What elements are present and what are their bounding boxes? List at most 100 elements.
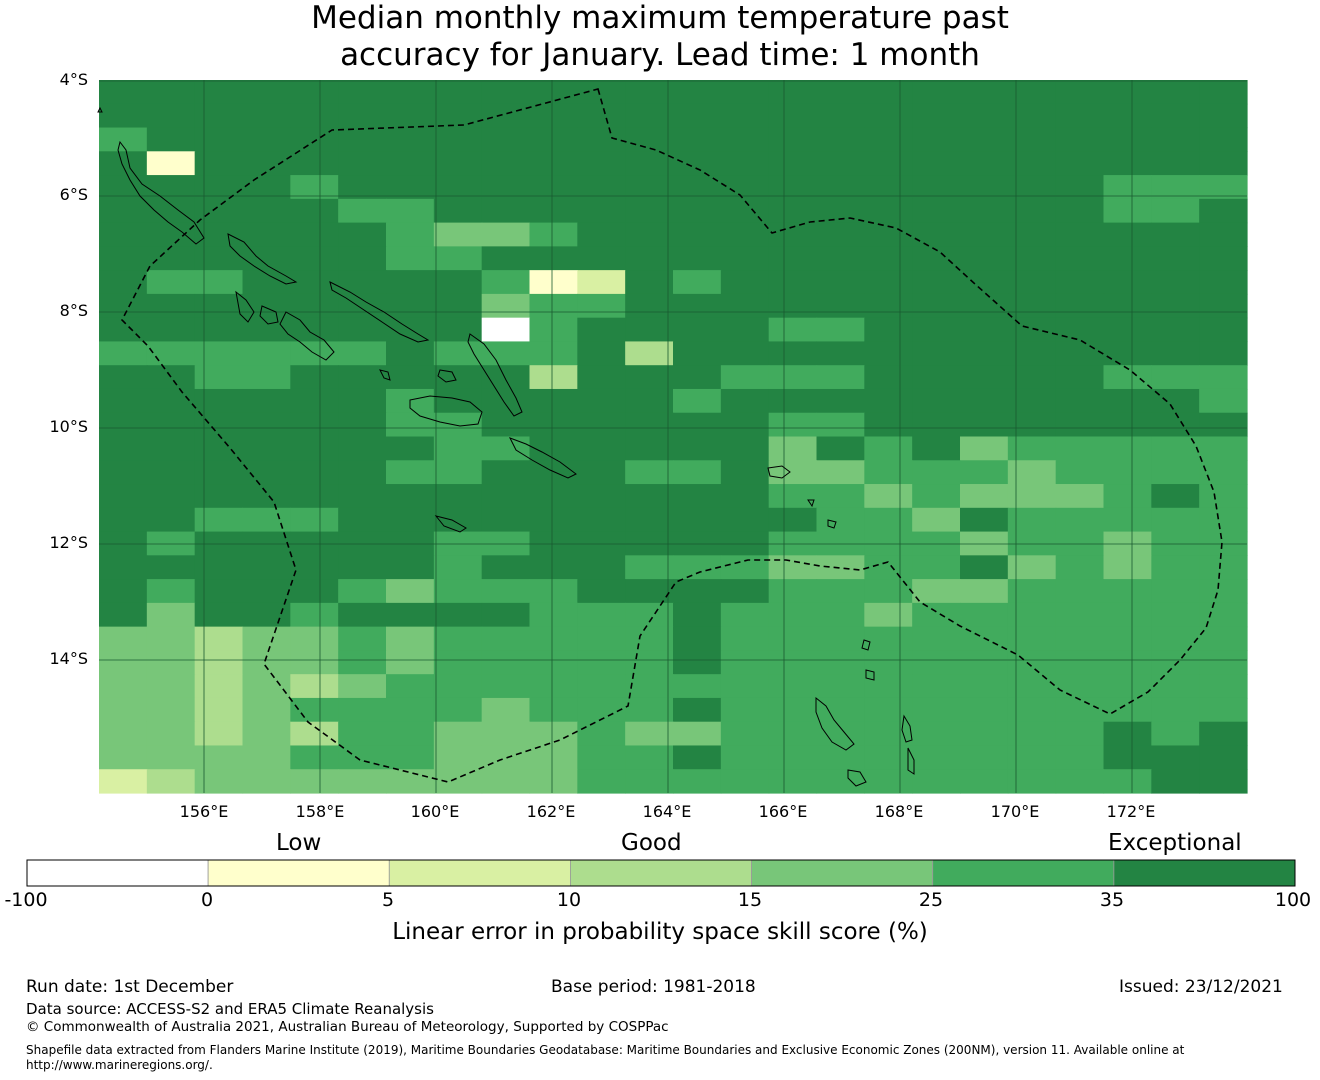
grid-cell — [386, 507, 435, 533]
grid-cell — [386, 436, 435, 461]
grid-cell — [481, 198, 531, 224]
grid-cell — [338, 365, 387, 390]
grid-cell — [194, 80, 244, 105]
grid-cell — [912, 721, 961, 747]
grid-cell — [1007, 579, 1057, 604]
grid-cell — [864, 745, 913, 770]
grid-cell — [433, 175, 483, 200]
grid-cell — [481, 317, 531, 343]
grid-cell — [386, 80, 435, 105]
grid-cell — [338, 198, 387, 224]
grid-cell — [673, 697, 722, 723]
colorbar-tick: 25 — [918, 889, 944, 911]
grid-cell — [577, 579, 626, 604]
grid-cell — [816, 555, 865, 580]
grid-cell — [577, 745, 626, 770]
lon-label-162e: 162°E — [526, 802, 576, 821]
grid-cell — [529, 460, 578, 485]
grid-cell — [290, 198, 339, 224]
grid-cell — [768, 650, 818, 675]
grid-cell — [577, 341, 626, 366]
grid-cell — [194, 103, 244, 129]
grid-cell — [816, 151, 865, 176]
grid-cell — [1151, 317, 1200, 343]
grid-cell — [1103, 222, 1152, 247]
grid-cell — [1007, 626, 1057, 651]
grid-cell — [433, 745, 483, 770]
grid-cell — [99, 412, 148, 438]
grid-cell — [625, 579, 674, 604]
grid-cell — [816, 460, 865, 485]
grid-cell — [146, 246, 196, 271]
grid-cell — [720, 484, 770, 509]
island-bougainville — [117, 140, 205, 245]
grid-cell — [99, 388, 148, 414]
colorbar-title: Linear error in probability space skill … — [392, 919, 928, 945]
grid-cell — [625, 270, 674, 295]
grid-cell — [625, 745, 674, 770]
grid-cell — [1055, 103, 1105, 129]
grid-cell — [912, 388, 961, 414]
grid-cell — [1151, 507, 1200, 533]
grid-cell — [1151, 246, 1200, 271]
grid-cell — [1103, 198, 1152, 224]
grid-cell — [529, 579, 578, 604]
grid-cell — [912, 175, 961, 200]
grid-cell — [577, 721, 626, 747]
grid-cell — [1151, 341, 1200, 366]
grid-cell — [720, 317, 770, 343]
grid-cell — [816, 365, 865, 390]
grid-cell — [146, 436, 196, 461]
category-exceptional: Exceptional — [1108, 830, 1242, 856]
grid-cell — [386, 721, 435, 747]
lon-label-166e: 166°E — [758, 802, 808, 821]
grid-cell — [960, 270, 1009, 295]
grid-cell — [1007, 697, 1057, 723]
grid-cell — [1007, 317, 1057, 343]
grid-cell — [529, 602, 578, 628]
grid-cell — [960, 317, 1009, 343]
grid-cell — [577, 484, 626, 509]
grid-cell — [529, 317, 578, 343]
grid-cell — [1055, 626, 1105, 651]
category-good: Good — [621, 830, 682, 856]
grid-cell — [864, 341, 913, 366]
skill-score-map — [97, 80, 1248, 794]
grid-cell — [1055, 222, 1105, 247]
grid-cell — [290, 650, 339, 675]
grid-cell — [529, 270, 578, 295]
grid-cell — [146, 579, 196, 604]
grid-cell — [99, 484, 148, 509]
grid-cell — [1007, 365, 1057, 390]
grid-cell — [386, 697, 435, 723]
grid-cell — [1055, 555, 1105, 580]
grid-cell — [433, 151, 483, 176]
grid-cell — [1199, 579, 1248, 604]
grid-cell — [1055, 365, 1105, 390]
grid-cell — [1199, 602, 1248, 628]
grid-cell — [1055, 769, 1105, 794]
grid-cell — [912, 602, 961, 628]
grid-cell — [912, 80, 961, 105]
grid-cell — [673, 270, 722, 295]
grid-cell — [290, 388, 339, 414]
grid-cell — [99, 436, 148, 461]
grid-cell — [386, 769, 435, 794]
grid-cell — [625, 365, 674, 390]
grid-cell — [194, 198, 244, 224]
title-line-1: Median monthly maximum temperature past — [311, 0, 1009, 36]
grid-cell — [768, 293, 818, 319]
grid-cell — [338, 721, 387, 747]
grid-cell — [1199, 270, 1248, 295]
grid-cell — [912, 412, 961, 438]
grid-cell — [338, 436, 387, 461]
lat-label-12s: 12°S — [49, 533, 88, 552]
grid-cell — [577, 270, 626, 295]
grid-cell — [912, 222, 961, 247]
base-period: Base period: 1981-2018 — [551, 977, 756, 997]
island-makira — [508, 437, 577, 479]
grid-cell — [194, 151, 244, 176]
grid-cell — [433, 388, 483, 414]
grid-cell — [625, 80, 674, 105]
grid-cell — [290, 222, 339, 247]
